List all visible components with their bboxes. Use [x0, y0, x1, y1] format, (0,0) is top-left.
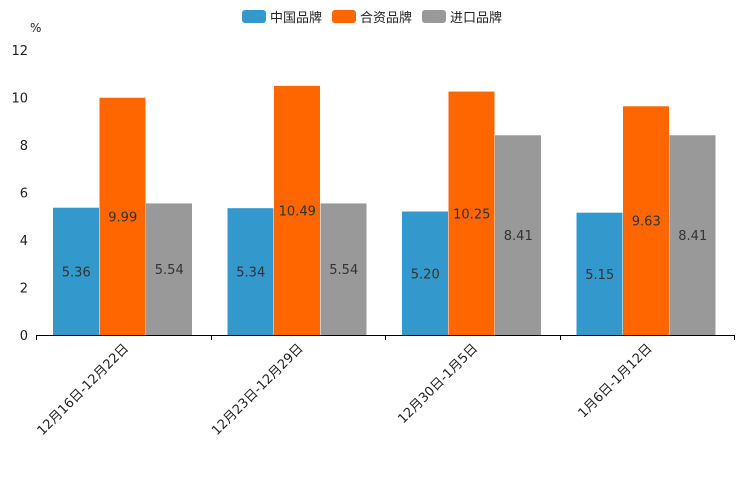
- legend-label: 中国品牌: [269, 11, 322, 26]
- y-tick-label: 4: [20, 234, 28, 249]
- bar: [448, 91, 495, 335]
- bar: [669, 135, 716, 335]
- data-label: 5.20: [411, 267, 440, 282]
- data-label: 10.25: [453, 207, 490, 222]
- legend-swatch: [331, 10, 356, 23]
- bar: [495, 135, 541, 335]
- x-tick-label: 12月30日-1月5日: [395, 341, 481, 427]
- y-tick-label: 6: [20, 187, 28, 202]
- data-label: 10.49: [279, 204, 316, 219]
- x-tick-label: 1月6日-1月12日: [576, 341, 656, 421]
- legend-swatch: [241, 10, 266, 23]
- bar: [623, 106, 669, 335]
- bar: [274, 85, 320, 335]
- legend-swatch: [422, 10, 446, 23]
- data-label: 5.34: [236, 266, 265, 281]
- data-label: 5.54: [155, 263, 184, 278]
- bar: [146, 203, 192, 335]
- data-label: 8.41: [504, 229, 533, 244]
- bar: [99, 97, 146, 335]
- data-label: 5.36: [62, 265, 91, 280]
- data-label: 9.63: [632, 215, 661, 230]
- y-tick-label: 2: [20, 282, 28, 297]
- legend-label: 进口品牌: [450, 11, 503, 26]
- legend-item[interactable]: 中国品牌: [241, 7, 322, 26]
- y-tick-label: 0: [20, 329, 28, 344]
- bar: [320, 203, 367, 335]
- bar: [53, 207, 99, 335]
- legend-item[interactable]: 进口品牌: [422, 7, 502, 26]
- x-tick-label: 12月16日-12月22日: [35, 341, 132, 438]
- bar: [402, 211, 448, 335]
- legend-item[interactable]: 合资品牌: [331, 7, 412, 26]
- legend: 中国品牌 合资品牌 进口品牌: [0, 7, 744, 26]
- x-tick-label: 12月23日-12月29日: [209, 341, 306, 438]
- bar: [576, 212, 623, 335]
- y-tick-label: 10: [11, 92, 28, 107]
- data-label: 5.54: [329, 263, 358, 278]
- y-tick-label: 12: [11, 44, 28, 59]
- legend-label: 合资品牌: [359, 11, 412, 26]
- y-axis-unit: %: [30, 21, 42, 35]
- data-label: 9.99: [108, 210, 137, 225]
- y-tick-label: 8: [20, 139, 28, 154]
- data-label: 5.15: [585, 268, 614, 283]
- data-label: 8.41: [678, 229, 707, 244]
- bar: [227, 208, 274, 335]
